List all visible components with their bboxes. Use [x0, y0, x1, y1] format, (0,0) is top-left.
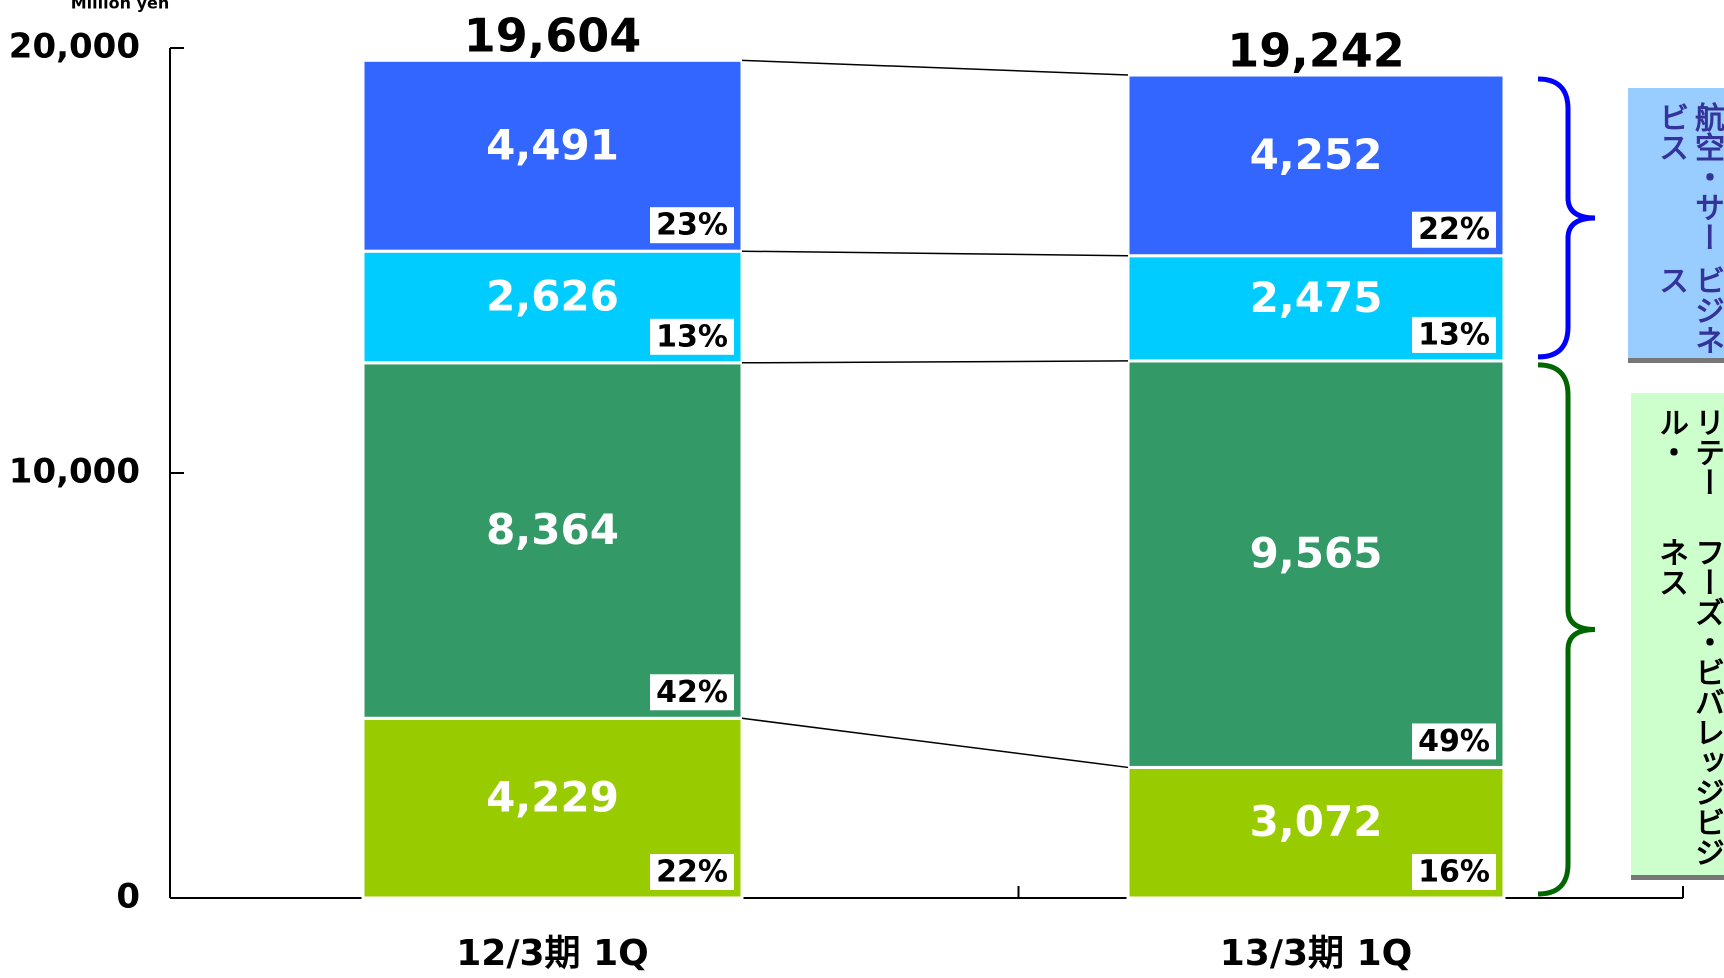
group-label-line: ビジネス: [1653, 264, 1724, 355]
value-label: 4,252: [1250, 130, 1383, 179]
percent-box: [650, 318, 734, 355]
connector: [741, 59, 1129, 76]
connector: [741, 717, 1129, 769]
connector: [741, 360, 1129, 364]
percent-box: [650, 854, 734, 890]
percent-box: [1412, 854, 1496, 890]
group-label-line: 航空・サービス: [1653, 102, 1724, 252]
bar-segment: [1126, 359, 1506, 769]
value-label: 2,626: [486, 271, 619, 320]
bar-segment: [361, 361, 744, 720]
y-tick-label: 20,000: [9, 27, 140, 67]
percent-box: [1412, 723, 1496, 760]
value-label: 4,229: [486, 773, 619, 822]
x-tick-label: 12/3期 1Q: [456, 933, 648, 974]
percent-label: 22%: [1418, 212, 1490, 247]
y-tick-label: 0: [116, 877, 140, 917]
percent-box: [650, 674, 734, 711]
percent-label: 22%: [656, 855, 728, 890]
y-axis-label: Million yen: [71, 0, 169, 13]
percent-label: 42%: [656, 675, 728, 710]
percent-label: 23%: [656, 208, 728, 243]
group-label-line: リテール・: [1653, 407, 1724, 497]
connector: [741, 250, 1129, 257]
brace: [1537, 362, 1596, 897]
total-label: 19,604: [464, 8, 642, 62]
percent-box: [1412, 316, 1496, 353]
percent-label: 13%: [1418, 317, 1490, 352]
brace: [1537, 76, 1596, 360]
percent-label: 16%: [1418, 855, 1490, 890]
x-tick-label: 13/3期 1Q: [1220, 933, 1412, 974]
value-label: 2,475: [1250, 273, 1383, 322]
y-tick-label: 10,000: [9, 452, 140, 492]
percent-box: [650, 207, 734, 244]
group-label: 航空・サービスビジネス: [1628, 88, 1724, 363]
group-label: リテール・フーズ・ビバレッジビジネス: [1631, 393, 1724, 880]
value-label: 9,565: [1250, 529, 1383, 578]
percent-label: 49%: [1418, 724, 1490, 759]
value-label: 4,491: [486, 120, 619, 169]
value-label: 3,072: [1250, 797, 1383, 846]
value-label: 8,364: [486, 505, 619, 554]
total-label: 19,242: [1227, 24, 1405, 78]
percent-box: [1412, 211, 1496, 248]
percent-label: 13%: [656, 319, 728, 354]
group-label-line: フーズ・ビバレッジビジネス: [1653, 537, 1724, 867]
